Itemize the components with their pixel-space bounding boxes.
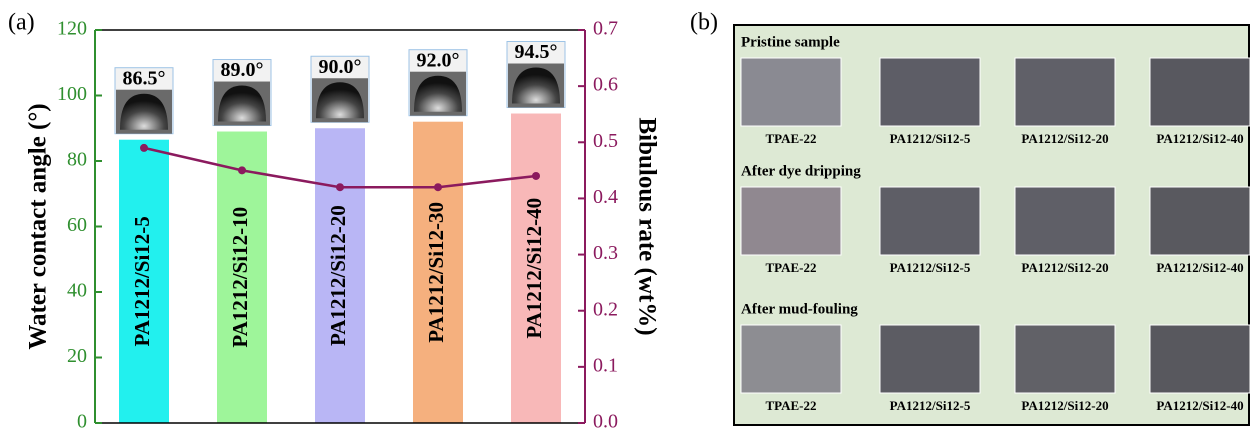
category-label: PA1212/Si12-5 bbox=[130, 216, 154, 346]
sample-label: TPAE-22 bbox=[765, 260, 816, 275]
panel-label: (b) bbox=[690, 10, 718, 36]
y2-tick-label: 0.4 bbox=[593, 186, 618, 208]
y2-tick-label: 0.0 bbox=[593, 411, 618, 430]
figure: (a) PA1212/Si12-5 86.5° PA1212/Si12-10 89.0°… bbox=[0, 0, 1255, 430]
category-label: PA1212/Si12-20 bbox=[326, 205, 350, 346]
category-label: PA1212/Si12-10 bbox=[228, 207, 252, 348]
sample-label: PA1212/Si12-40 bbox=[1156, 398, 1243, 413]
sample-label: PA1212/Si12-20 bbox=[1021, 260, 1108, 275]
y2-tick-label: 0.7 bbox=[593, 18, 618, 40]
sample-photo bbox=[1150, 325, 1250, 393]
sample-label: TPAE-22 bbox=[765, 398, 816, 413]
y2-tick-label: 0.2 bbox=[593, 298, 618, 320]
category-label: PA1212/Si12-40 bbox=[522, 198, 546, 339]
category-label: PA1212/Si12-30 bbox=[424, 202, 448, 343]
y-tick-label: 80 bbox=[67, 149, 87, 171]
value-label: 89.0° bbox=[221, 59, 264, 81]
y-tick-label: 40 bbox=[67, 280, 87, 302]
sample-photo bbox=[741, 325, 841, 393]
y2-tick-label: 0.5 bbox=[593, 130, 618, 152]
y-tick-label: 60 bbox=[67, 214, 87, 236]
line-marker bbox=[532, 172, 540, 180]
page: {"chart_data": {"type": "bar", "panel_la… bbox=[0, 0, 1255, 430]
y-tick-label: 20 bbox=[67, 345, 87, 367]
sample-photo bbox=[880, 325, 980, 393]
line-marker bbox=[336, 183, 344, 191]
sample-label: TPAE-22 bbox=[765, 131, 816, 146]
sample-label: PA1212/Si12-20 bbox=[1021, 398, 1108, 413]
panel-label: (a) bbox=[8, 10, 35, 36]
sample-photo bbox=[1150, 58, 1250, 126]
sample-label: PA1212/Si12-5 bbox=[890, 131, 971, 146]
sample-label: PA1212/Si12-20 bbox=[1021, 131, 1108, 146]
y2-tick-label: 0.6 bbox=[593, 74, 618, 96]
section-title: After mud-fouling bbox=[741, 301, 858, 317]
sample-photo bbox=[880, 58, 980, 126]
value-label: 86.5° bbox=[123, 67, 166, 89]
line-marker bbox=[434, 183, 442, 191]
y-axis-title: Water contact angle (°) bbox=[25, 103, 52, 349]
section-title: Pristine sample bbox=[741, 34, 840, 50]
sample-photo bbox=[1015, 58, 1115, 126]
sample-photo bbox=[880, 187, 980, 255]
y2-tick-label: 0.3 bbox=[593, 242, 618, 264]
value-label: 94.5° bbox=[515, 41, 558, 63]
sample-photo bbox=[741, 58, 841, 126]
y2-axis-title: Bibulous rate (wt%) bbox=[633, 117, 660, 335]
line-marker bbox=[140, 144, 148, 152]
y2-tick-label: 0.1 bbox=[593, 354, 618, 376]
y-tick-label: 100 bbox=[57, 83, 87, 105]
sample-photo bbox=[741, 187, 841, 255]
sample-label: PA1212/Si12-5 bbox=[890, 398, 971, 413]
value-label: 90.0° bbox=[319, 56, 362, 78]
sample-photo bbox=[1015, 187, 1115, 255]
sample-photo bbox=[1150, 187, 1250, 255]
y-tick-label: 0 bbox=[77, 411, 87, 430]
line-marker bbox=[238, 166, 246, 174]
sample-photo bbox=[1015, 325, 1115, 393]
value-label: 92.0° bbox=[417, 49, 460, 71]
section-title: After dye dripping bbox=[741, 163, 861, 179]
sample-label: PA1212/Si12-40 bbox=[1156, 260, 1243, 275]
y-tick-label: 120 bbox=[57, 18, 87, 40]
sample-label: PA1212/Si12-5 bbox=[890, 260, 971, 275]
sample-label: PA1212/Si12-40 bbox=[1156, 131, 1243, 146]
